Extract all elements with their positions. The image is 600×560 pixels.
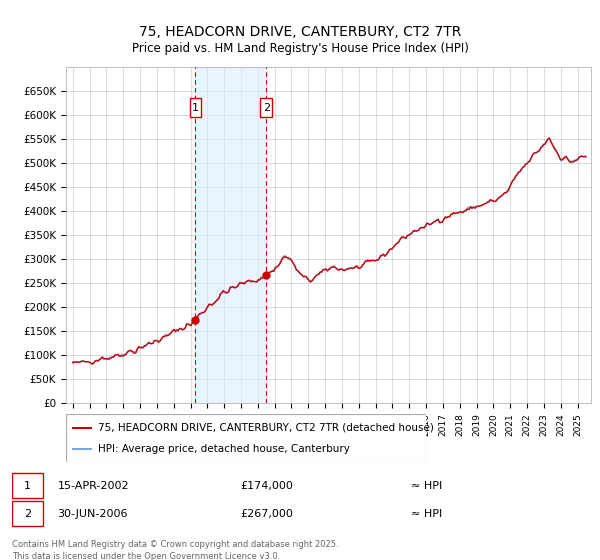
Text: Price paid vs. HM Land Registry's House Price Index (HPI): Price paid vs. HM Land Registry's House … xyxy=(131,42,469,55)
Text: 1: 1 xyxy=(192,102,199,113)
Text: HPI: Average price, detached house, Canterbury: HPI: Average price, detached house, Cant… xyxy=(98,444,350,454)
Text: 30-JUN-2006: 30-JUN-2006 xyxy=(58,509,128,519)
Bar xyxy=(12,502,43,526)
Bar xyxy=(196,67,266,403)
Text: 75, HEADCORN DRIVE, CANTERBURY, CT2 7TR: 75, HEADCORN DRIVE, CANTERBURY, CT2 7TR xyxy=(139,25,461,39)
Text: 15-APR-2002: 15-APR-2002 xyxy=(58,481,129,491)
Text: 2: 2 xyxy=(24,509,31,519)
Text: £267,000: £267,000 xyxy=(240,509,293,519)
Bar xyxy=(260,98,272,117)
Text: This data is licensed under the Open Government Licence v3.0.: This data is licensed under the Open Gov… xyxy=(12,552,280,560)
Bar xyxy=(190,98,201,117)
Text: 1: 1 xyxy=(24,481,31,491)
Bar xyxy=(12,473,43,498)
Text: 75, HEADCORN DRIVE, CANTERBURY, CT2 7TR (detached house): 75, HEADCORN DRIVE, CANTERBURY, CT2 7TR … xyxy=(98,423,434,433)
Text: ≈ HPI: ≈ HPI xyxy=(411,509,442,519)
Text: ≈ HPI: ≈ HPI xyxy=(411,481,442,491)
Text: Contains HM Land Registry data © Crown copyright and database right 2025.: Contains HM Land Registry data © Crown c… xyxy=(12,540,338,549)
Text: £174,000: £174,000 xyxy=(240,481,293,491)
Text: 2: 2 xyxy=(263,102,270,113)
